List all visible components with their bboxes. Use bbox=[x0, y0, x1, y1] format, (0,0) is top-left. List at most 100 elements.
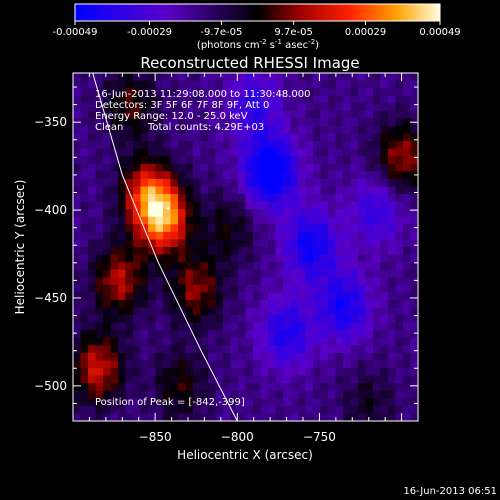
heatmap-cell bbox=[88, 163, 97, 172]
heatmap-cell bbox=[118, 269, 127, 278]
heatmap-cell bbox=[350, 125, 359, 135]
heatmap-cell bbox=[140, 368, 149, 377]
heatmap-cell bbox=[260, 368, 269, 377]
heatmap-cell bbox=[343, 413, 352, 421]
heatmap-cell bbox=[215, 216, 224, 225]
heatmap-cell bbox=[193, 141, 202, 150]
heatmap-cell bbox=[80, 231, 89, 241]
heatmap-cell bbox=[373, 148, 382, 157]
heatmap-cell bbox=[283, 269, 292, 278]
heatmap-cell bbox=[365, 194, 374, 203]
heatmap-cell bbox=[95, 80, 104, 89]
heatmap-cell bbox=[290, 80, 299, 89]
heatmap-cell bbox=[290, 171, 299, 180]
heatmap-cell bbox=[223, 88, 232, 97]
heatmap-cell bbox=[238, 277, 247, 286]
heatmap-cell bbox=[185, 141, 194, 150]
heatmap-cell bbox=[238, 103, 247, 112]
heatmap-cell bbox=[253, 103, 262, 112]
heatmap-cell bbox=[358, 224, 367, 233]
heatmap-cell bbox=[328, 299, 337, 309]
heatmap-cell bbox=[223, 307, 232, 316]
heatmap-cell bbox=[238, 375, 247, 384]
heatmap-cell bbox=[110, 209, 119, 218]
heatmap-cell bbox=[328, 209, 337, 218]
heatmap-cell bbox=[88, 330, 97, 339]
heatmap-cell bbox=[178, 390, 187, 399]
heatmap-cell bbox=[328, 186, 337, 195]
heatmap-cell bbox=[95, 299, 104, 309]
heatmap-cell bbox=[73, 315, 82, 324]
heatmap-cell bbox=[163, 390, 172, 399]
heatmap-cell bbox=[170, 148, 179, 157]
heatmap-cell bbox=[140, 277, 149, 286]
heatmap-cell bbox=[170, 110, 179, 119]
heatmap-cell bbox=[88, 216, 97, 225]
heatmap-cell bbox=[350, 141, 359, 150]
heatmap-cell bbox=[365, 322, 374, 331]
heatmap-cell bbox=[223, 73, 232, 82]
heatmap-cell bbox=[230, 345, 239, 354]
heatmap-cell bbox=[245, 405, 254, 415]
heatmap-cell bbox=[253, 178, 262, 188]
heatmap-cell bbox=[358, 178, 367, 188]
heatmap-cell bbox=[260, 103, 269, 112]
heatmap-cell bbox=[328, 360, 337, 369]
heatmap-cell bbox=[395, 375, 404, 384]
heatmap-cell bbox=[88, 118, 97, 127]
heatmap-cell bbox=[253, 262, 262, 271]
heatmap-cell bbox=[245, 292, 254, 301]
heatmap-cell bbox=[395, 133, 404, 142]
heatmap-cell bbox=[373, 110, 382, 119]
heatmap-cell bbox=[133, 186, 142, 195]
heatmap-cell bbox=[155, 277, 164, 286]
heatmap-cell bbox=[170, 239, 179, 248]
heatmap-cell bbox=[170, 337, 179, 346]
heatmap-cell bbox=[290, 178, 299, 188]
heatmap-cell bbox=[163, 231, 172, 241]
heatmap-cell bbox=[73, 125, 82, 135]
heatmap-cell bbox=[373, 322, 382, 331]
heatmap-cell bbox=[290, 201, 299, 210]
heatmap-cell bbox=[343, 125, 352, 135]
heatmap-cell bbox=[328, 368, 337, 377]
heatmap-cell bbox=[118, 277, 127, 286]
heatmap-cell bbox=[283, 322, 292, 331]
heatmap-cell bbox=[380, 292, 389, 301]
heatmap-cell bbox=[268, 277, 277, 286]
heatmap-cell bbox=[268, 141, 277, 150]
heatmap-cell bbox=[328, 383, 337, 392]
heatmap-cell bbox=[373, 284, 382, 293]
heatmap-cell bbox=[155, 118, 164, 127]
heatmap-cell bbox=[320, 247, 329, 256]
heatmap-cell bbox=[275, 88, 284, 97]
heatmap-cell bbox=[193, 103, 202, 112]
heatmap-cell bbox=[380, 186, 389, 195]
heatmap-cell bbox=[343, 163, 352, 172]
heatmap-cell bbox=[305, 201, 314, 210]
heatmap-cell bbox=[305, 368, 314, 377]
heatmap-cell bbox=[290, 299, 299, 309]
heatmap-cell bbox=[388, 337, 397, 346]
heatmap-cell bbox=[305, 148, 314, 157]
heatmap-cell bbox=[253, 315, 262, 324]
heatmap-cell bbox=[403, 194, 412, 203]
heatmap-cell bbox=[335, 186, 344, 195]
heatmap-cell bbox=[230, 80, 239, 89]
heatmap-cell bbox=[268, 209, 277, 218]
heatmap-cell bbox=[365, 413, 374, 421]
heatmap-cell bbox=[380, 262, 389, 271]
heatmap-cell bbox=[80, 398, 89, 407]
heatmap-cell bbox=[313, 383, 322, 392]
heatmap-cell bbox=[125, 156, 134, 165]
heatmap-cell bbox=[305, 194, 314, 203]
heatmap-cell bbox=[118, 88, 127, 97]
heatmap-cell bbox=[200, 375, 209, 384]
heatmap-cell bbox=[215, 118, 224, 127]
heatmap-cell bbox=[305, 284, 314, 293]
heatmap-cell bbox=[148, 247, 157, 256]
heatmap-cell bbox=[200, 231, 209, 241]
heatmap-cell bbox=[73, 322, 82, 331]
heatmap-cell bbox=[215, 307, 224, 316]
heatmap-cell bbox=[125, 201, 134, 210]
